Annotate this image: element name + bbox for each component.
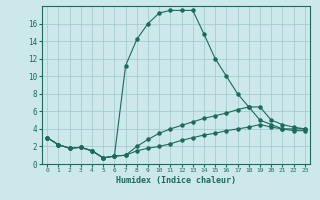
X-axis label: Humidex (Indice chaleur): Humidex (Indice chaleur) <box>116 176 236 185</box>
